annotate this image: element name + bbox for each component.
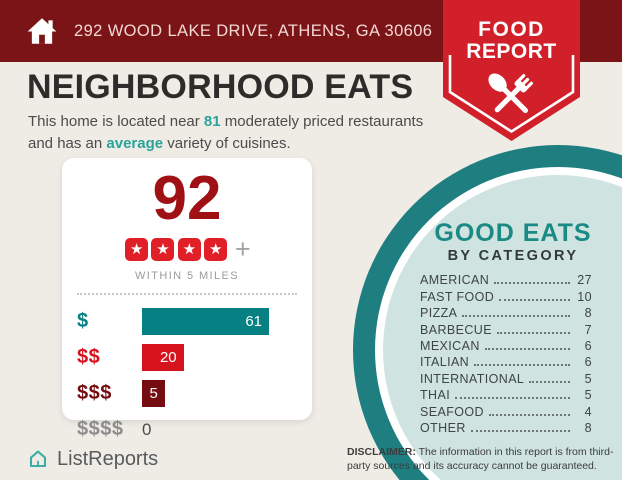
star-icon: ★ — [151, 238, 175, 261]
star-icon: ★ — [204, 238, 228, 261]
category-row: MEXICAN 6 — [420, 337, 592, 353]
category-row: THAI 5 — [420, 386, 592, 402]
dotted-leader — [499, 298, 570, 301]
category-row: AMERICAN 27 — [420, 271, 592, 287]
price-tier-label: $ — [77, 310, 89, 332]
category-count: 4 — [584, 404, 592, 419]
category-name: MEXICAN — [420, 338, 480, 353]
ribbon-line1: FOOD — [478, 18, 545, 41]
category-name: AMERICAN — [420, 273, 490, 288]
bar-row: $61 — [77, 308, 312, 335]
bar-row: $$$ 5 — [77, 380, 312, 407]
dotted-leader — [529, 380, 570, 383]
category-count: 5 — [584, 371, 592, 386]
category-row: FAST FOOD 10 — [420, 287, 592, 304]
dotted-leader — [462, 315, 570, 318]
score-card: 92 ★ ★ ★ ★ + WITHIN 5 MILES $61 $$ 20 $$$ 5 $$$$… — [62, 158, 312, 440]
bar-row: $$$$ 0 — [77, 416, 312, 443]
restaurant-count: 81 — [203, 113, 221, 130]
house-outline-icon — [26, 447, 50, 471]
dotted-leader — [496, 331, 570, 334]
category-name: OTHER — [420, 420, 466, 435]
bar-value: 5 — [149, 385, 158, 402]
category-name: FAST FOOD — [420, 289, 495, 304]
ribbon-line2: REPORT — [466, 40, 557, 63]
category-row: SEAFOOD 4 — [420, 402, 592, 419]
category-count: 6 — [584, 338, 592, 353]
category-count: 5 — [584, 388, 592, 403]
star-icon: ★ — [125, 238, 149, 261]
category-row: INTERNATIONAL 5 — [420, 369, 592, 386]
price-tier-label: $$ — [77, 346, 101, 368]
disclaimer: DISCLAIMER: The information in this repo… — [347, 446, 614, 473]
page-title: NEIGHBORHOOD EATS — [27, 68, 414, 106]
category-count: 8 — [584, 306, 592, 321]
food-report-ribbon: FOOD REPORT — [443, 0, 580, 153]
dotted-leader — [455, 397, 570, 400]
dotted-leader — [474, 364, 570, 367]
dotted-leader — [484, 347, 570, 350]
dotted-leader — [494, 282, 570, 285]
category-count: 6 — [584, 355, 592, 370]
crossed-spoon-fork-icon — [488, 73, 534, 114]
listreports-brand: ListReports — [26, 447, 158, 471]
page-subtitle: This home is located near 81 moderately … — [28, 113, 424, 152]
bar-area: 0 — [142, 416, 269, 443]
bar-fill: 5 — [142, 380, 165, 407]
category-count: 8 — [584, 420, 592, 435]
house-icon — [26, 15, 58, 47]
bar-area: 61 — [142, 308, 269, 335]
category-count: 7 — [584, 322, 592, 337]
bar-value: 20 — [159, 349, 177, 366]
radius-label: WITHIN 5 MILES — [135, 270, 239, 282]
category-count: 10 — [577, 289, 592, 304]
star-icon: ★ — [177, 238, 201, 261]
star-rating: ★ ★ ★ ★ + — [62, 236, 312, 263]
category-name: SEAFOOD — [420, 404, 484, 419]
category-row: PIZZA 8 — [420, 304, 592, 320]
category-name: INTERNATIONAL — [420, 371, 525, 386]
variety-highlight: average — [106, 134, 164, 152]
bar-fill: 61 — [142, 308, 269, 335]
category-count: 27 — [577, 273, 592, 288]
price-tier-bar-chart: $61 $$ 20 $$$ 5 $$$$ 0 — [62, 308, 312, 443]
bar-fill: 20 — [142, 344, 184, 371]
good-eats-heading: GOOD EATS BY CATEGORY — [408, 219, 618, 265]
bar-area: 20 — [142, 344, 269, 371]
food-score: 92 — [152, 164, 222, 233]
category-name: THAI — [420, 388, 451, 403]
category-row: BARBECUE 7 — [420, 320, 592, 337]
plus-sign: + — [234, 234, 251, 264]
dotted-leader — [488, 413, 570, 416]
bar-value: 0 — [142, 420, 152, 439]
category-list: AMERICAN 27 FAST FOOD 10 PIZZA 8 BARBECUE 7 MEXI… — [420, 271, 592, 435]
good-eats-subtitle: BY CATEGORY — [447, 248, 579, 265]
category-row: ITALIAN 6 — [420, 353, 592, 369]
bar-value: 61 — [245, 313, 262, 330]
category-row: OTHER 8 — [420, 419, 592, 435]
category-name: ITALIAN — [420, 355, 470, 370]
brand-name: ListReports — [57, 447, 159, 470]
card-divider — [77, 293, 297, 295]
bar-row: $$ 20 — [77, 344, 312, 371]
dotted-leader — [470, 429, 570, 432]
category-name: PIZZA — [420, 306, 458, 321]
price-tier-label: $$$ — [77, 382, 112, 404]
bar-area: 5 — [142, 380, 269, 407]
price-tier-label: $$$$ — [77, 418, 124, 440]
category-name: BARBECUE — [420, 322, 492, 337]
property-address: 292 WOOD LAKE DRIVE, ATHENS, GA 30606 — [74, 21, 433, 40]
good-eats-title: GOOD EATS — [434, 219, 592, 247]
ribbon-shape — [443, 0, 580, 141]
